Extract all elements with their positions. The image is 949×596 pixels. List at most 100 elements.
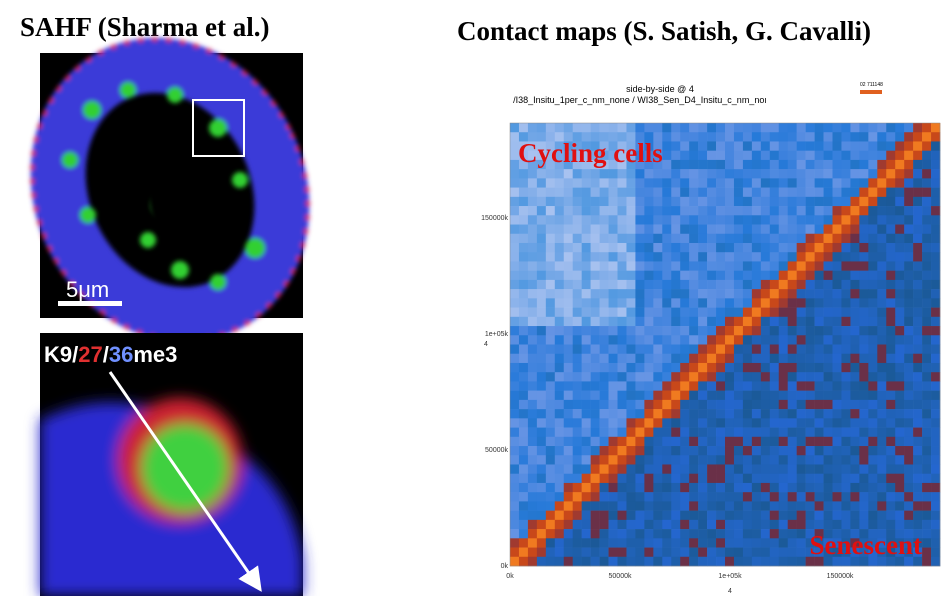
- heatmap-cell: [877, 529, 887, 539]
- heatmap-cell: [778, 436, 789, 447]
- heatmap-cell: [707, 473, 717, 484]
- heatmap-cell: [536, 464, 547, 475]
- heatmap-cell: [536, 141, 547, 151]
- heatmap-cell: [527, 418, 538, 428]
- heatmap-cell: [913, 141, 923, 151]
- heatmap-cell: [617, 390, 627, 401]
- heatmap-cell: [653, 538, 663, 548]
- heatmap-cell: [913, 279, 923, 290]
- heatmap-cell: [608, 547, 618, 558]
- heatmap-cell: [725, 242, 735, 253]
- colorbar-label: 02 711148: [860, 82, 883, 88]
- heatmap-cell: [931, 455, 941, 465]
- heatmap-cell: [832, 464, 842, 475]
- heatmap-cell: [554, 159, 565, 170]
- heatmap-cell: [904, 510, 914, 521]
- heatmap-cell: [751, 519, 762, 530]
- heatmap-cell: [850, 141, 860, 151]
- heatmap-cell: [733, 150, 744, 161]
- heatmap-cell: [671, 473, 681, 484]
- heatmap-cell: [635, 132, 645, 142]
- heatmap-cell: [868, 150, 878, 161]
- heatmap-cell: [913, 316, 923, 327]
- heatmap-cell: [931, 141, 941, 151]
- heatmap-cell: [769, 316, 780, 327]
- heatmap-cell: [590, 344, 600, 355]
- heatmap-cell: [572, 123, 582, 133]
- heatmap-cell: [545, 132, 556, 142]
- heatmap-cell: [841, 473, 851, 484]
- heatmap-cell: [510, 409, 520, 419]
- heatmap-cell: [644, 298, 654, 308]
- heatmap-cell: [877, 196, 887, 207]
- heatmap-cell: [769, 196, 780, 207]
- heatmap-cell: [554, 362, 565, 373]
- heatmap-cell: [626, 279, 636, 290]
- heatmap-cell: [760, 473, 771, 484]
- heatmap-cell: [536, 215, 547, 225]
- heatmap-cell: [644, 289, 654, 299]
- heatmap-cell: [662, 123, 672, 133]
- heatmap-cell: [725, 206, 735, 216]
- heatmap-cell: [563, 372, 574, 382]
- heatmap-cell: [536, 519, 547, 530]
- heatmap-cell: [536, 409, 547, 419]
- heatmap-cell: [814, 206, 824, 216]
- heatmap-cell: [626, 187, 636, 198]
- heatmap-cell: [581, 196, 591, 207]
- heatmap-cell: [626, 409, 636, 419]
- heatmap-cell: [796, 473, 806, 484]
- heatmap-cell: [886, 390, 896, 401]
- heatmap-cell: [904, 473, 914, 484]
- heatmap-cell: [581, 482, 591, 493]
- heatmap-cell: [617, 252, 627, 262]
- heatmap-cell: [608, 215, 618, 225]
- heatmap-cell: [689, 409, 699, 419]
- heatmap-cell: [680, 362, 690, 373]
- heatmap-cell: [841, 353, 851, 364]
- heatmap-cell: [617, 233, 627, 244]
- heatmap-cell: [572, 427, 582, 438]
- heatmap-cell: [698, 335, 708, 345]
- heatmap-cell: [662, 427, 672, 438]
- heatmap-cell: [653, 289, 663, 299]
- heatmap-cell: [769, 150, 780, 161]
- heatmap-cell: [805, 436, 815, 447]
- heatmap-cell: [536, 242, 547, 253]
- heatmap-cell: [518, 132, 529, 142]
- heatmap-cell: [689, 353, 699, 364]
- heatmap-cell: [608, 187, 618, 198]
- heatmap-cell: [707, 372, 717, 382]
- heatmap-cell: [680, 399, 690, 410]
- heatmap-cell: [832, 132, 842, 142]
- heatmap-cell: [581, 538, 591, 548]
- heatmap-cell: [707, 399, 717, 410]
- heatmap-cell: [716, 224, 726, 235]
- heatmap-cell: [814, 307, 824, 318]
- heatmap-cell: [725, 473, 735, 484]
- heatmap-cell: [841, 326, 851, 336]
- heatmap-cell: [689, 132, 699, 142]
- heatmap-cell: [510, 353, 520, 364]
- heatmap-cell: [554, 326, 565, 336]
- heatmap-cell: [518, 556, 529, 567]
- heatmap-cell: [518, 372, 529, 382]
- heatmap-cell: [823, 196, 833, 207]
- heatmap-cell: [599, 482, 609, 493]
- heatmap-cell: [698, 418, 708, 428]
- heatmap-cell: [895, 362, 905, 373]
- heatmap-cell: [725, 132, 735, 142]
- heatmap-cell: [572, 501, 582, 511]
- heatmap-cell: [805, 242, 815, 253]
- heatmap-cell: [742, 150, 753, 161]
- heatmap-cell: [527, 178, 538, 188]
- heatmap-cell: [698, 381, 708, 391]
- heatmap-cell: [850, 215, 860, 225]
- heatmap-cell: [635, 187, 645, 198]
- heatmap-cell: [518, 169, 529, 179]
- heatmap-cell: [716, 381, 726, 391]
- heatmap-cell: [707, 390, 717, 401]
- heatmap-cell: [689, 556, 699, 567]
- heatmap-cell: [832, 169, 842, 179]
- heatmap-cell: [581, 261, 591, 271]
